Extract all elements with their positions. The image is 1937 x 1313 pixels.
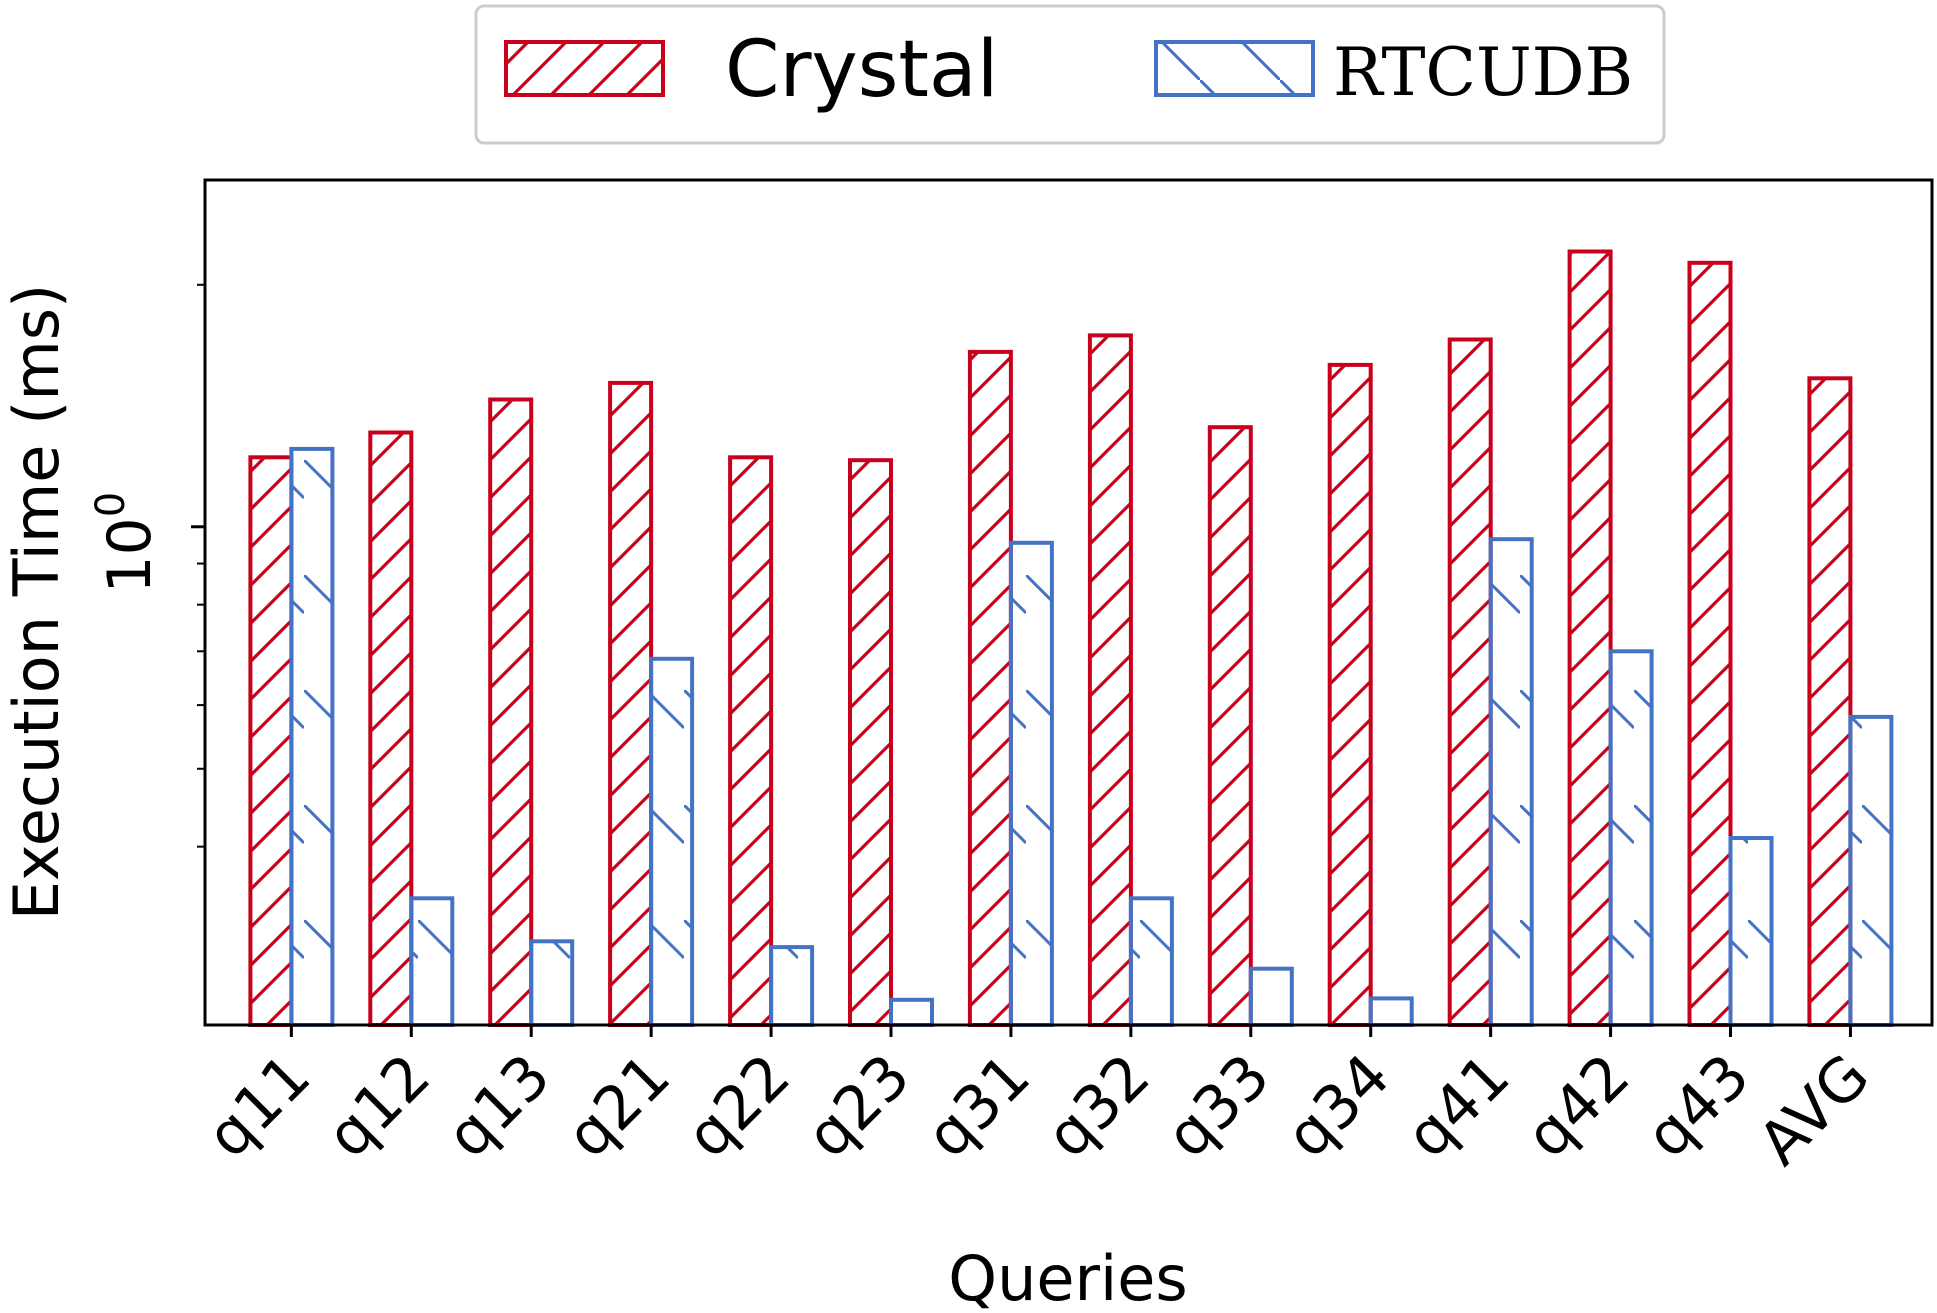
bar-crystal-avg <box>1807 376 1853 1027</box>
x-tick-label-q43: q43 <box>1633 1041 1763 1171</box>
bar-rtcudb-avg <box>1848 714 1894 1028</box>
bar-crystal-q32 <box>1087 333 1133 1027</box>
bar-crystal-q34 <box>1327 362 1373 1027</box>
bar-crystal-q21 <box>608 380 654 1027</box>
x-tick-label-q13: q13 <box>433 1041 563 1171</box>
x-tick-label-q21: q21 <box>553 1041 683 1171</box>
legend-label-crystal: Crystal <box>725 25 998 115</box>
bar-crystal-q43 <box>1687 260 1733 1027</box>
bar-rtcudb-q12 <box>409 896 455 1027</box>
bar-rtcudb-q21 <box>649 656 695 1027</box>
bar-rtcudb-q34 <box>1368 996 1414 1028</box>
legend: Crystal RTCUDB <box>474 4 1666 145</box>
bar-crystal-q13 <box>488 397 534 1027</box>
bar-rtcudb-q43 <box>1728 836 1774 1027</box>
x-tick-label-q23: q23 <box>793 1041 923 1171</box>
bar-rtcudb-q41 <box>1488 537 1534 1027</box>
bar-crystal-q23 <box>848 458 893 1027</box>
bar-rtcudb-q22 <box>769 945 815 1027</box>
x-axis: q11q12q13q21q22q23q31q32q33q34q41q42q43A… <box>194 1025 1883 1179</box>
bar-rtcudb-q32 <box>1128 896 1174 1027</box>
legend-swatch-rtcudb <box>1154 40 1315 97</box>
plot-frame <box>203 178 1934 1027</box>
bar-crystal-q12 <box>368 430 414 1027</box>
bar-rtcudb-q42 <box>1608 649 1654 1027</box>
bars-group <box>248 249 1894 1028</box>
bar-rtcudb-q31 <box>1008 540 1054 1027</box>
bar-crystal-q33 <box>1207 425 1253 1027</box>
x-tick-label-q31: q31 <box>913 1041 1043 1171</box>
bar-crystal-q41 <box>1447 337 1493 1027</box>
y-tick-label: 100 <box>88 492 165 594</box>
bar-rtcudb-q13 <box>529 939 575 1027</box>
y-axis: 100 <box>88 283 205 848</box>
x-tick-label-q42: q42 <box>1513 1041 1643 1171</box>
x-tick-label-q12: q12 <box>313 1041 443 1171</box>
bar-rtcudb-q11 <box>289 446 335 1027</box>
x-tick-label-avg: AVG <box>1745 1041 1883 1179</box>
x-axis-label: Queries <box>948 1242 1187 1313</box>
x-tick-label-q33: q33 <box>1153 1041 1283 1171</box>
x-tick-label-q41: q41 <box>1393 1041 1523 1171</box>
bar-crystal-q31 <box>967 349 1013 1027</box>
bar-crystal-q11 <box>248 455 294 1027</box>
x-tick-label-q34: q34 <box>1273 1041 1403 1171</box>
bar-crystal-q22 <box>728 455 774 1027</box>
legend-swatch-crystal <box>504 40 665 97</box>
bar-rtcudb-q33 <box>1248 966 1294 1028</box>
x-tick-label-q11: q11 <box>194 1041 324 1171</box>
legend-box <box>474 4 1666 145</box>
legend-label-rtcudb: RTCUDB <box>1333 34 1633 111</box>
x-tick-label-q22: q22 <box>673 1041 803 1171</box>
bar-rtcudb-q23 <box>889 997 934 1027</box>
y-axis-label: Execution Time (ms) <box>0 284 73 920</box>
x-tick-label-q32: q32 <box>1033 1041 1163 1171</box>
bar-crystal-q42 <box>1567 249 1613 1027</box>
